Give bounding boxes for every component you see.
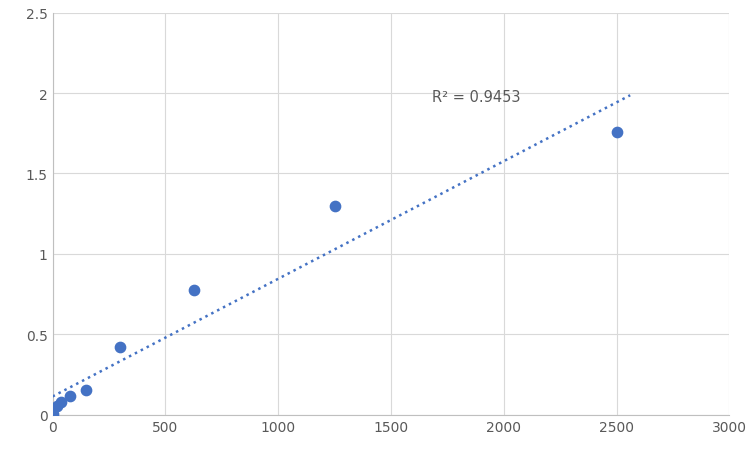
Point — [63, 393, 75, 400]
Point — [51, 402, 63, 410]
Point — [114, 344, 126, 351]
Point — [187, 287, 199, 294]
Point — [47, 411, 59, 418]
Point — [611, 129, 623, 137]
Point — [329, 203, 341, 211]
Point — [55, 399, 67, 406]
Point — [80, 387, 92, 394]
Text: R² = 0.9453: R² = 0.9453 — [432, 90, 520, 105]
